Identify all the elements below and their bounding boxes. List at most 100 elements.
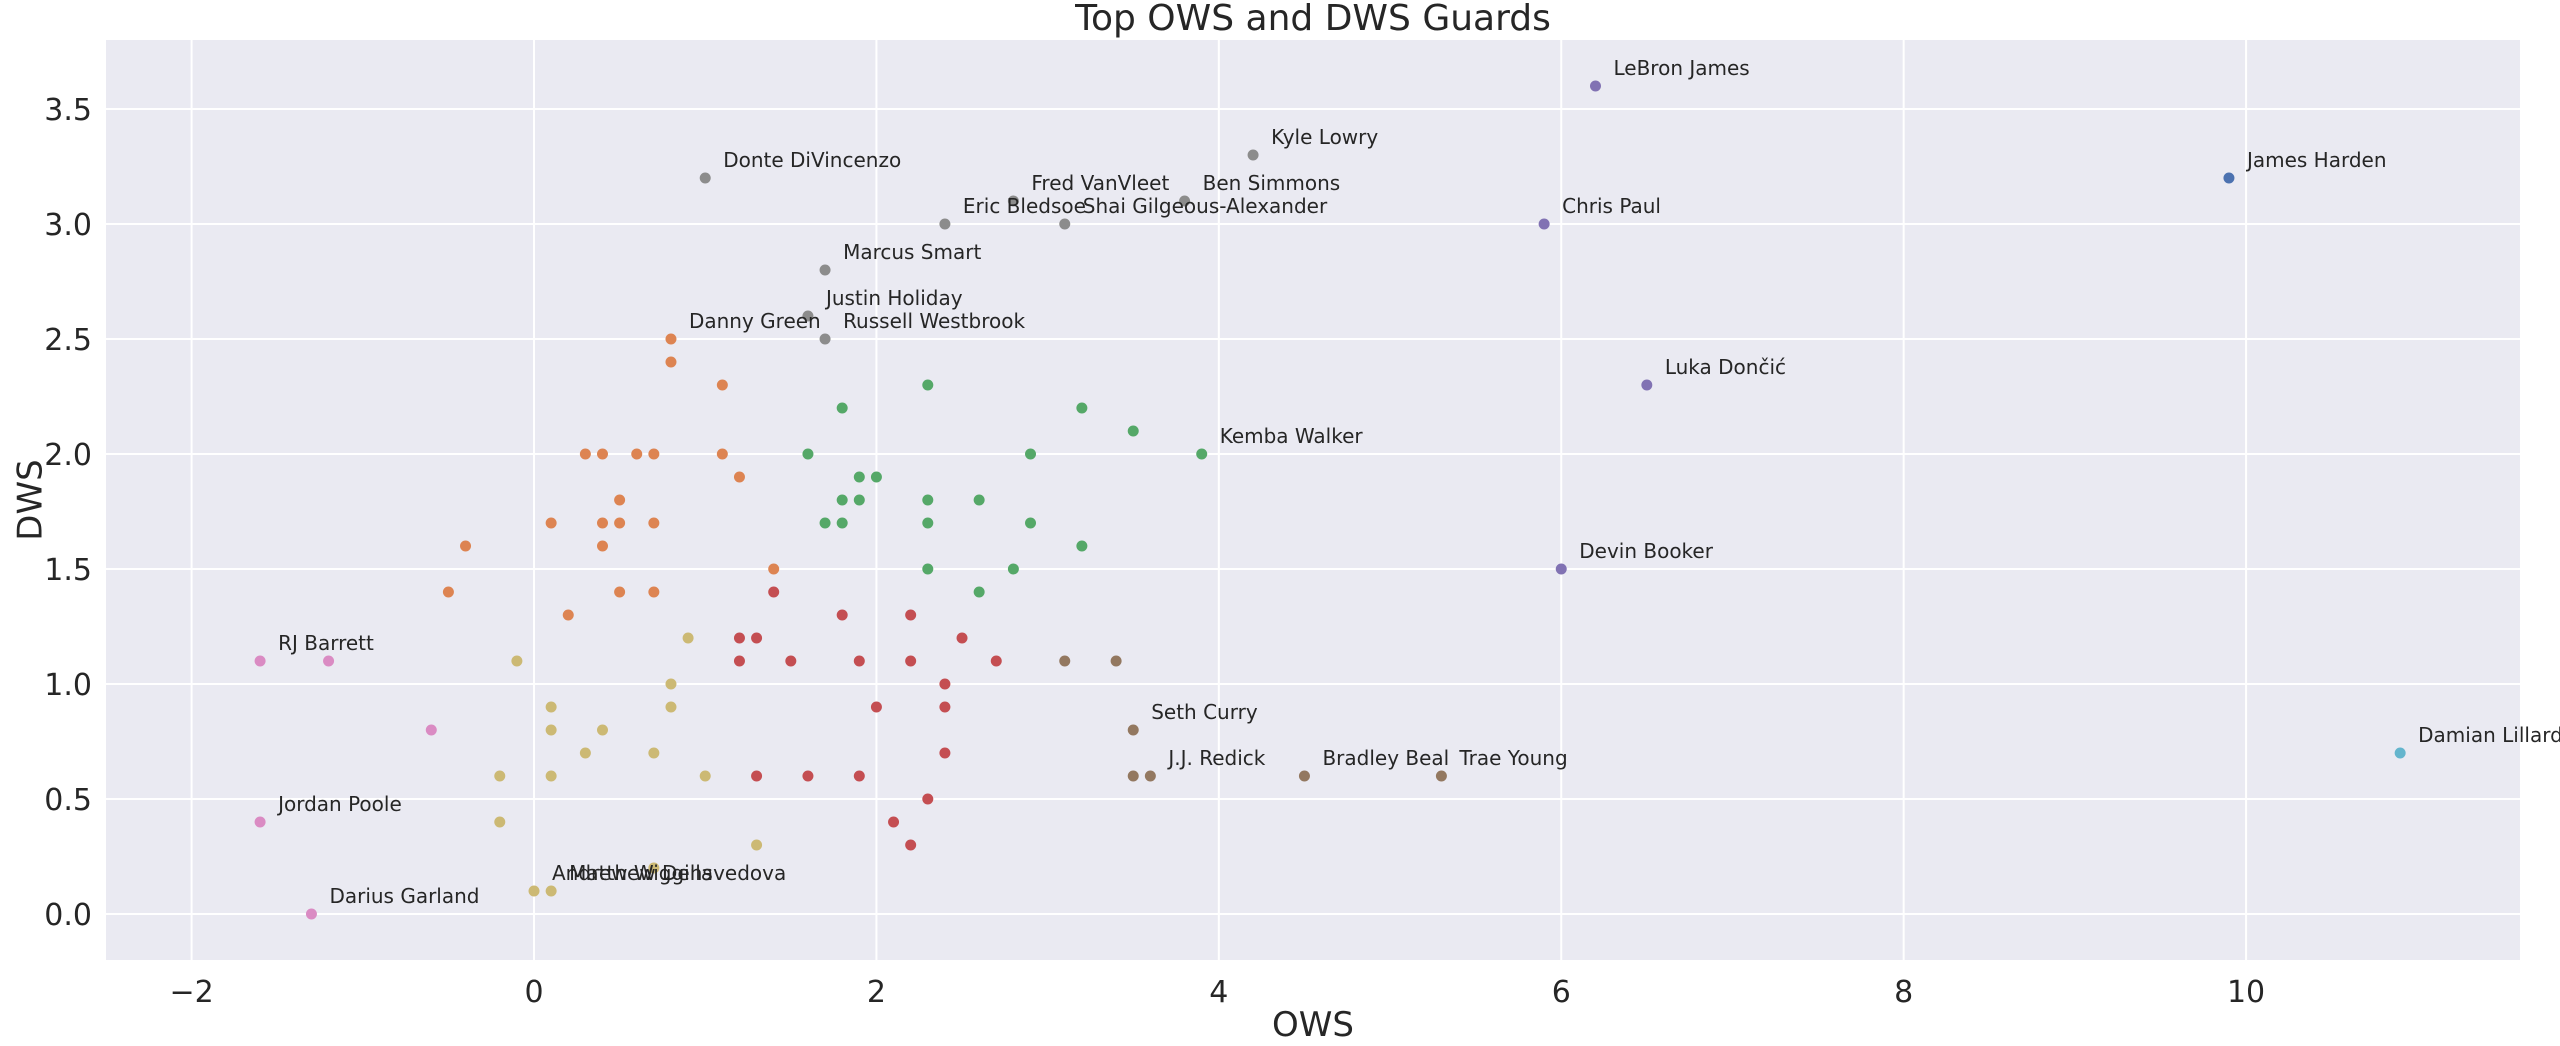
data-point: [2223, 172, 2235, 184]
data-point: [1076, 540, 1088, 552]
data-point: [870, 471, 882, 483]
data-point: [425, 724, 437, 736]
data-point: [614, 586, 626, 598]
point-label: RJ Barrett: [278, 631, 374, 655]
point-label: Luka Dončić: [1665, 355, 1786, 379]
point-label: Russell Westbrook: [843, 309, 1025, 333]
data-point: [922, 563, 934, 575]
point-label: Darius Garland: [329, 884, 479, 908]
point-label: Eric Bledsoe: [963, 194, 1086, 218]
data-point: [922, 793, 934, 805]
y-tick-label: 3.5: [44, 93, 92, 128]
y-tick-label: 1.0: [44, 668, 92, 703]
data-point: [939, 218, 951, 230]
data-point: [1641, 379, 1653, 391]
data-point: [596, 517, 608, 529]
data-point: [1059, 218, 1071, 230]
data-point: [819, 517, 831, 529]
data-point: [836, 517, 848, 529]
data-point: [751, 632, 763, 644]
data-point: [939, 701, 951, 713]
data-point: [922, 494, 934, 506]
data-point: [905, 839, 917, 851]
data-point: [699, 172, 711, 184]
point-label: Andrew Wiggins: [552, 861, 713, 885]
data-point: [870, 701, 882, 713]
x-tick-label: −2: [169, 975, 213, 1010]
data-point: [1059, 655, 1071, 667]
data-point: [990, 655, 1002, 667]
point-label: Kemba Walker: [1220, 424, 1364, 448]
point-label: Kyle Lowry: [1271, 125, 1378, 149]
data-point: [973, 494, 985, 506]
data-point: [802, 448, 814, 460]
data-point: [665, 333, 677, 345]
point-label: Chris Paul: [1562, 194, 1661, 218]
data-point: [716, 448, 728, 460]
data-point: [836, 494, 848, 506]
data-point: [853, 471, 865, 483]
data-point: [1127, 770, 1139, 782]
data-point: [939, 747, 951, 759]
data-point: [751, 839, 763, 851]
point-label: Shai Gilgeous-Alexander: [1083, 194, 1328, 218]
data-point: [1127, 425, 1139, 437]
data-point: [545, 770, 557, 782]
data-point: [631, 448, 643, 460]
data-point: [1196, 448, 1208, 460]
data-point: [888, 816, 900, 828]
point-label: Matthew Dellavedova: [569, 861, 786, 885]
data-point: [733, 632, 745, 644]
data-point: [768, 586, 780, 598]
data-point: [2394, 747, 2406, 759]
data-point: [836, 609, 848, 621]
data-point: [956, 632, 968, 644]
point-label: Damian Lillard: [2418, 723, 2560, 747]
data-point: [254, 655, 266, 667]
data-point: [905, 609, 917, 621]
y-tick-label: 0.5: [44, 783, 92, 818]
data-points: [254, 80, 2406, 920]
point-label: Danny Green: [689, 309, 821, 333]
point-label: Ben Simmons: [1203, 171, 1341, 195]
data-point: [596, 724, 608, 736]
data-point: [853, 655, 865, 667]
data-point: [1025, 517, 1037, 529]
data-point: [1555, 563, 1567, 575]
data-point: [305, 908, 317, 920]
x-tick-label: 4: [1209, 975, 1228, 1010]
data-point: [511, 655, 523, 667]
data-point: [648, 586, 660, 598]
data-point: [1247, 149, 1259, 161]
data-point: [716, 379, 728, 391]
data-point: [648, 862, 660, 874]
data-point: [665, 701, 677, 713]
y-tick-label: 2.5: [44, 323, 92, 358]
data-point: [853, 770, 865, 782]
data-point: [562, 609, 574, 621]
data-point: [1127, 724, 1139, 736]
y-axis-title: DWS: [11, 459, 51, 540]
data-point: [614, 494, 626, 506]
point-label: LeBron James: [1613, 56, 1749, 80]
data-point: [545, 885, 557, 897]
x-tick-label: 10: [2227, 975, 2265, 1010]
data-point: [614, 517, 626, 529]
data-point: [699, 770, 711, 782]
data-point: [579, 448, 591, 460]
data-point: [819, 264, 831, 276]
data-point: [922, 379, 934, 391]
point-labels: James Harden Danny Green Kemba Walker LeBro…: [276, 56, 2560, 908]
data-point: [733, 471, 745, 483]
data-point: [545, 517, 557, 529]
data-point: [905, 655, 917, 667]
data-point: [648, 448, 660, 460]
data-point: [1076, 402, 1088, 414]
data-point: [665, 356, 677, 368]
y-tick-label: 0.0: [44, 898, 92, 933]
data-point: [973, 586, 985, 598]
point-label: J.J. Redick: [1166, 746, 1265, 770]
data-point: [836, 402, 848, 414]
